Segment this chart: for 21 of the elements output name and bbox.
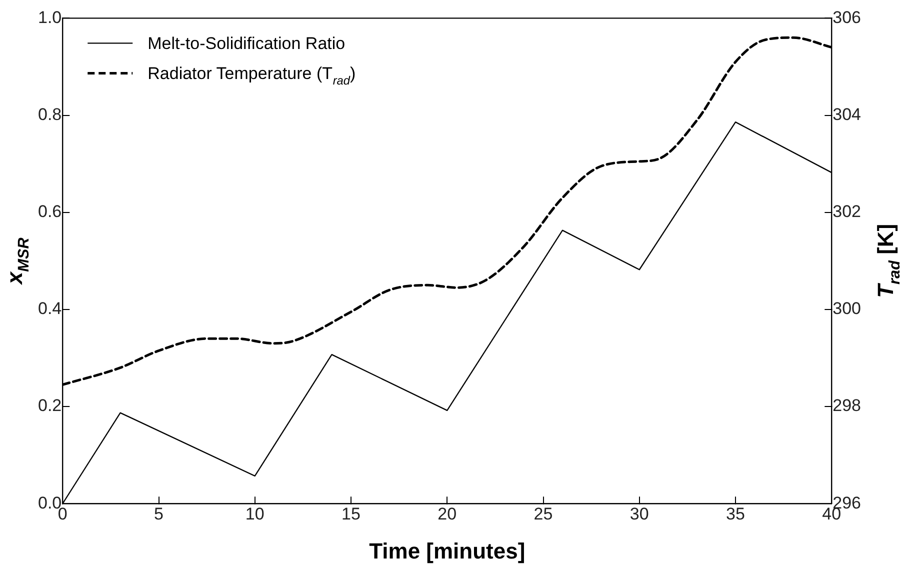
y2-tick-label: 306 bbox=[832, 8, 862, 27]
x-tick-label: 30 bbox=[630, 504, 649, 524]
y-axis-title: xMSR bbox=[2, 236, 33, 286]
x-tick-label: 10 bbox=[245, 504, 264, 524]
y2-axis-title: Trad [K] bbox=[873, 224, 901, 298]
legend-label: Melt-to-Solidification Ratio bbox=[148, 34, 346, 54]
y2-tick-label: 300 bbox=[832, 299, 862, 318]
x-tick-label: 5 bbox=[154, 504, 164, 524]
y2-tick-label: 298 bbox=[832, 396, 862, 416]
x-tick-label: 20 bbox=[438, 504, 457, 524]
y2-tick-label: 302 bbox=[832, 202, 862, 222]
y-tick-label: 0.6 bbox=[38, 202, 62, 222]
x-axis-title: Time [minutes] bbox=[369, 538, 526, 564]
x-tick-label: 25 bbox=[534, 504, 553, 524]
y-tick-label: 1.0 bbox=[38, 8, 62, 27]
x-tick-label: 15 bbox=[342, 504, 360, 524]
y-tick-label: 0.8 bbox=[38, 104, 62, 124]
y-tick-label: 0.4 bbox=[38, 299, 62, 318]
y-tick-label: 0.2 bbox=[38, 396, 62, 416]
x-tick-label: 35 bbox=[726, 504, 745, 524]
y2-tick-label: 304 bbox=[832, 104, 862, 124]
